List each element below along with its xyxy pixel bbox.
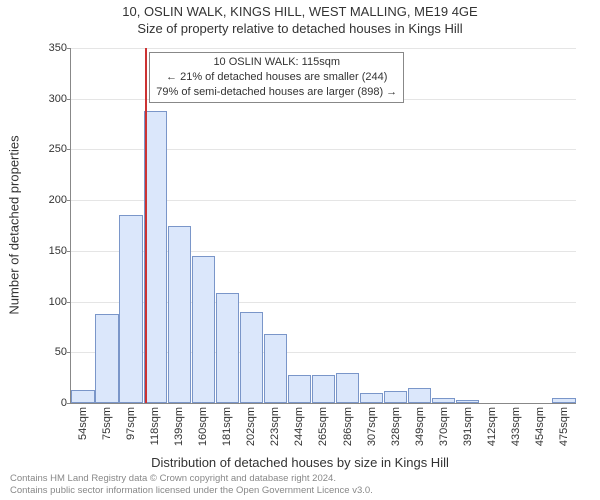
y-tick-mark <box>67 302 71 303</box>
title-line-2: Size of property relative to detached ho… <box>0 21 600 36</box>
x-tick-label: 286sqm <box>342 407 354 446</box>
figure-container: 10, OSLIN WALK, KINGS HILL, WEST MALLING… <box>0 0 600 500</box>
histogram-bar <box>408 388 431 403</box>
histogram-bar <box>168 226 191 404</box>
x-tick-label: 97sqm <box>125 407 137 440</box>
y-tick-label: 350 <box>37 42 67 54</box>
y-tick-mark <box>67 149 71 150</box>
plot-area: 05010015020025030035054sqm75sqm97sqm118s… <box>70 48 576 404</box>
y-tick-mark <box>67 99 71 100</box>
x-tick-label: 307sqm <box>366 407 378 446</box>
histogram-bar <box>432 398 455 403</box>
x-tick-label: 454sqm <box>534 407 546 446</box>
histogram-bar <box>552 398 575 403</box>
y-axis-title: Number of detached properties <box>7 135 22 314</box>
histogram-bar <box>71 390 94 403</box>
histogram-bar <box>192 256 215 403</box>
histogram-bar <box>240 312 263 403</box>
x-axis-title: Distribution of detached houses by size … <box>0 455 600 470</box>
footer-attribution: Contains HM Land Registry data © Crown c… <box>10 473 373 497</box>
histogram-bar <box>360 393 383 403</box>
histogram-bar <box>288 375 311 403</box>
x-tick-label: 475sqm <box>558 407 570 446</box>
annotation-line: ← 21% of detached houses are smaller (24… <box>156 70 397 85</box>
y-tick-label: 100 <box>37 296 67 308</box>
y-tick-mark <box>67 352 71 353</box>
y-tick-mark <box>67 200 71 201</box>
property-marker-line <box>145 48 147 403</box>
histogram-bar <box>119 215 142 403</box>
histogram-bar <box>456 400 479 403</box>
x-tick-label: 265sqm <box>317 407 329 446</box>
x-tick-label: 391sqm <box>462 407 474 446</box>
x-tick-label: 160sqm <box>197 407 209 446</box>
x-tick-label: 328sqm <box>390 407 402 446</box>
y-tick-label: 0 <box>37 397 67 409</box>
y-tick-label: 150 <box>37 245 67 257</box>
title-block: 10, OSLIN WALK, KINGS HILL, WEST MALLING… <box>0 4 600 36</box>
histogram-bar <box>336 373 359 403</box>
histogram-bar <box>312 375 335 403</box>
x-tick-label: 181sqm <box>221 407 233 446</box>
footer-line-1: Contains HM Land Registry data © Crown c… <box>10 473 373 485</box>
histogram-bar <box>384 391 407 403</box>
histogram-bar <box>95 314 118 403</box>
y-tick-label: 300 <box>37 93 67 105</box>
title-line-1: 10, OSLIN WALK, KINGS HILL, WEST MALLING… <box>0 4 600 19</box>
x-tick-label: 75sqm <box>101 407 113 440</box>
y-tick-label: 200 <box>37 194 67 206</box>
annotation-line: 10 OSLIN WALK: 115sqm <box>156 55 397 70</box>
x-tick-label: 139sqm <box>173 407 185 446</box>
y-tick-label: 50 <box>37 346 67 358</box>
x-tick-label: 118sqm <box>149 407 161 445</box>
histogram-bar <box>264 334 287 403</box>
y-tick-label: 250 <box>37 143 67 155</box>
x-tick-label: 349sqm <box>414 407 426 446</box>
histogram-bar <box>216 293 239 403</box>
x-tick-label: 54sqm <box>77 407 89 440</box>
x-tick-label: 244sqm <box>293 407 305 446</box>
annotation-box: 10 OSLIN WALK: 115sqm← 21% of detached h… <box>149 52 404 103</box>
x-tick-label: 412sqm <box>486 407 498 446</box>
x-tick-label: 202sqm <box>245 407 257 446</box>
x-tick-label: 433sqm <box>510 407 522 446</box>
footer-line-2: Contains public sector information licen… <box>10 485 373 497</box>
y-tick-mark <box>67 251 71 252</box>
y-tick-mark <box>67 48 71 49</box>
y-tick-mark <box>67 403 71 404</box>
x-tick-label: 370sqm <box>438 407 450 446</box>
x-tick-label: 223sqm <box>269 407 281 446</box>
annotation-line: 79% of semi-detached houses are larger (… <box>156 85 397 100</box>
